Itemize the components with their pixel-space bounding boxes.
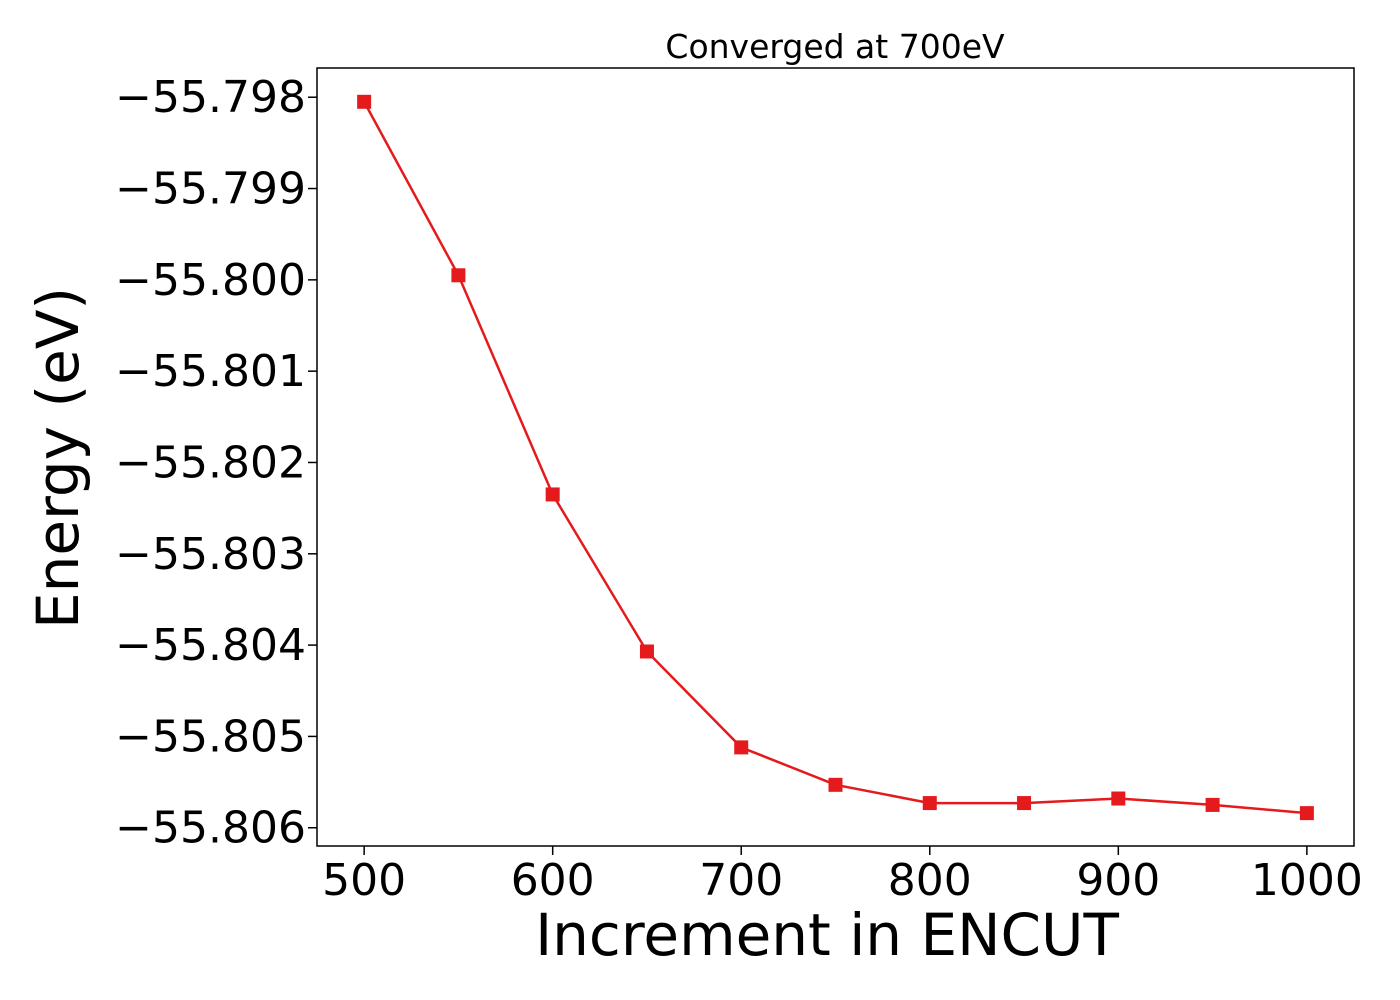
series-line bbox=[363, 101, 1307, 815]
x-tick-label: 1000 bbox=[1251, 855, 1363, 906]
data-point-marker bbox=[545, 487, 560, 502]
y-tick-label: −55.798 bbox=[115, 72, 306, 123]
y-tick-label: −55.803 bbox=[115, 529, 306, 580]
x-tick-label: 500 bbox=[322, 855, 406, 906]
data-point-marker bbox=[1017, 796, 1032, 811]
data-point-marker bbox=[922, 796, 937, 811]
y-tick-label: −55.802 bbox=[115, 437, 306, 488]
x-axis-label: Increment in ENCUT bbox=[535, 901, 1119, 969]
x-tick-label: 600 bbox=[511, 855, 595, 906]
data-point-marker bbox=[451, 268, 466, 283]
y-tick-label: −55.806 bbox=[115, 803, 306, 854]
data-point-marker bbox=[828, 777, 843, 792]
data-series bbox=[357, 94, 1314, 821]
x-tick-label: 700 bbox=[699, 855, 783, 906]
data-point-marker bbox=[1205, 797, 1220, 812]
y-tick-label: −55.801 bbox=[115, 346, 306, 397]
y-axis-label: Energy (eV) bbox=[24, 287, 92, 629]
data-point-marker bbox=[639, 644, 654, 659]
data-point-marker bbox=[357, 94, 372, 109]
y-tick-label: −55.804 bbox=[115, 620, 306, 671]
x-tick-label: 900 bbox=[1076, 855, 1160, 906]
y-tick-label: −55.800 bbox=[115, 255, 306, 306]
plot-area-frame bbox=[316, 67, 1355, 847]
x-tick-label: 800 bbox=[888, 855, 972, 906]
data-point-marker bbox=[1111, 791, 1126, 806]
y-axis-ticks: −55.798 −55.799 −55.800 −55.801 −55.802 −55.8… bbox=[115, 72, 317, 854]
data-point-marker bbox=[1299, 806, 1314, 821]
chart-title: Converged at 700eV bbox=[665, 27, 1005, 66]
data-point-marker bbox=[734, 740, 749, 755]
x-axis-ticks: 500 600 700 800 900 1000 bbox=[322, 846, 1363, 906]
y-tick-label: −55.805 bbox=[115, 711, 306, 762]
y-tick-label: −55.799 bbox=[115, 164, 306, 215]
